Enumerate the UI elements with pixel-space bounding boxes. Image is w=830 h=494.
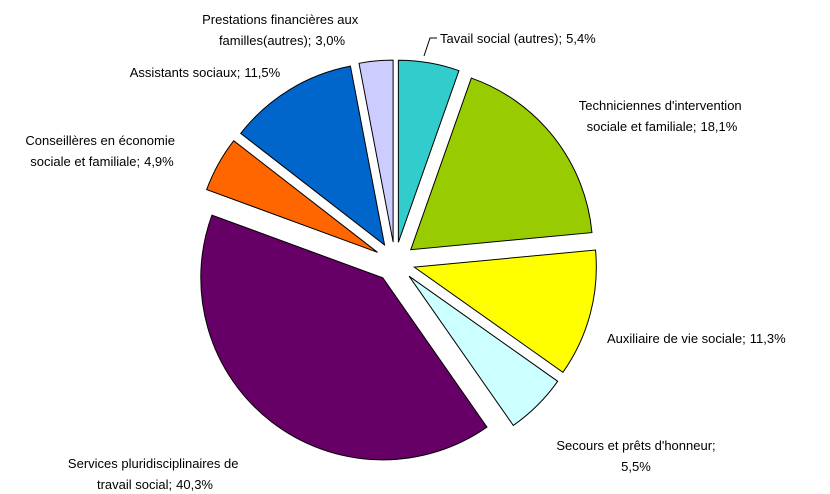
slice-label: Conseillères en économie sociale et fami…: [25, 133, 178, 169]
slice-label: Secours et prêts d'honneur;: [556, 438, 715, 453]
label-line: Tavail social (autres);: [440, 31, 562, 46]
label-line: familles(autres);: [219, 33, 311, 48]
value-label: 18,1%: [700, 119, 737, 134]
label-line: travail social;: [97, 477, 172, 492]
label-line: Assistants sociaux;: [130, 65, 241, 80]
slice-label: Auxiliaire de vie sociale;: [607, 331, 746, 346]
pie-slice: [410, 77, 593, 251]
value-label: 11,5%: [244, 65, 280, 80]
label-line: Prestations financières aux: [202, 12, 362, 27]
value-label: 5,5%: [621, 459, 651, 474]
value-label: 3,0%: [315, 33, 345, 48]
value-label: 11,3%: [750, 331, 786, 346]
slice-label: Assistants sociaux;: [130, 65, 241, 80]
label-line: Techniciennes d'intervention: [579, 98, 746, 113]
label-line: Services pluridisciplinaires de: [68, 456, 242, 471]
slice-label: Services pluridisciplinaires de travail …: [68, 456, 242, 492]
pie-slice: [200, 214, 488, 461]
label-line: Secours et prêts d'honneur;: [556, 438, 715, 453]
pie-slice: [397, 59, 460, 243]
pie-slice: [206, 140, 378, 253]
value-label: 4,9%: [144, 154, 174, 169]
leader-line: [423, 37, 437, 57]
pie-slice: [240, 65, 386, 247]
pie-slice: [358, 59, 394, 243]
label-line: Auxiliaire de vie sociale;: [607, 331, 746, 346]
label-line: sociale et familiale;: [30, 154, 140, 169]
value-label: 40,3%: [176, 477, 213, 492]
slice-label: Tavail social (autres);: [440, 31, 562, 46]
pie-slice: [408, 275, 559, 427]
value-label: 5,4%: [566, 31, 596, 46]
label-line: Conseillères en économie: [25, 133, 178, 148]
slice-label: Techniciennes d'intervention sociale et …: [579, 98, 746, 134]
pie-slice: [412, 249, 597, 373]
slice-label: Prestations financières aux familles(aut…: [202, 12, 362, 48]
label-line: sociale et familiale;: [587, 119, 697, 134]
